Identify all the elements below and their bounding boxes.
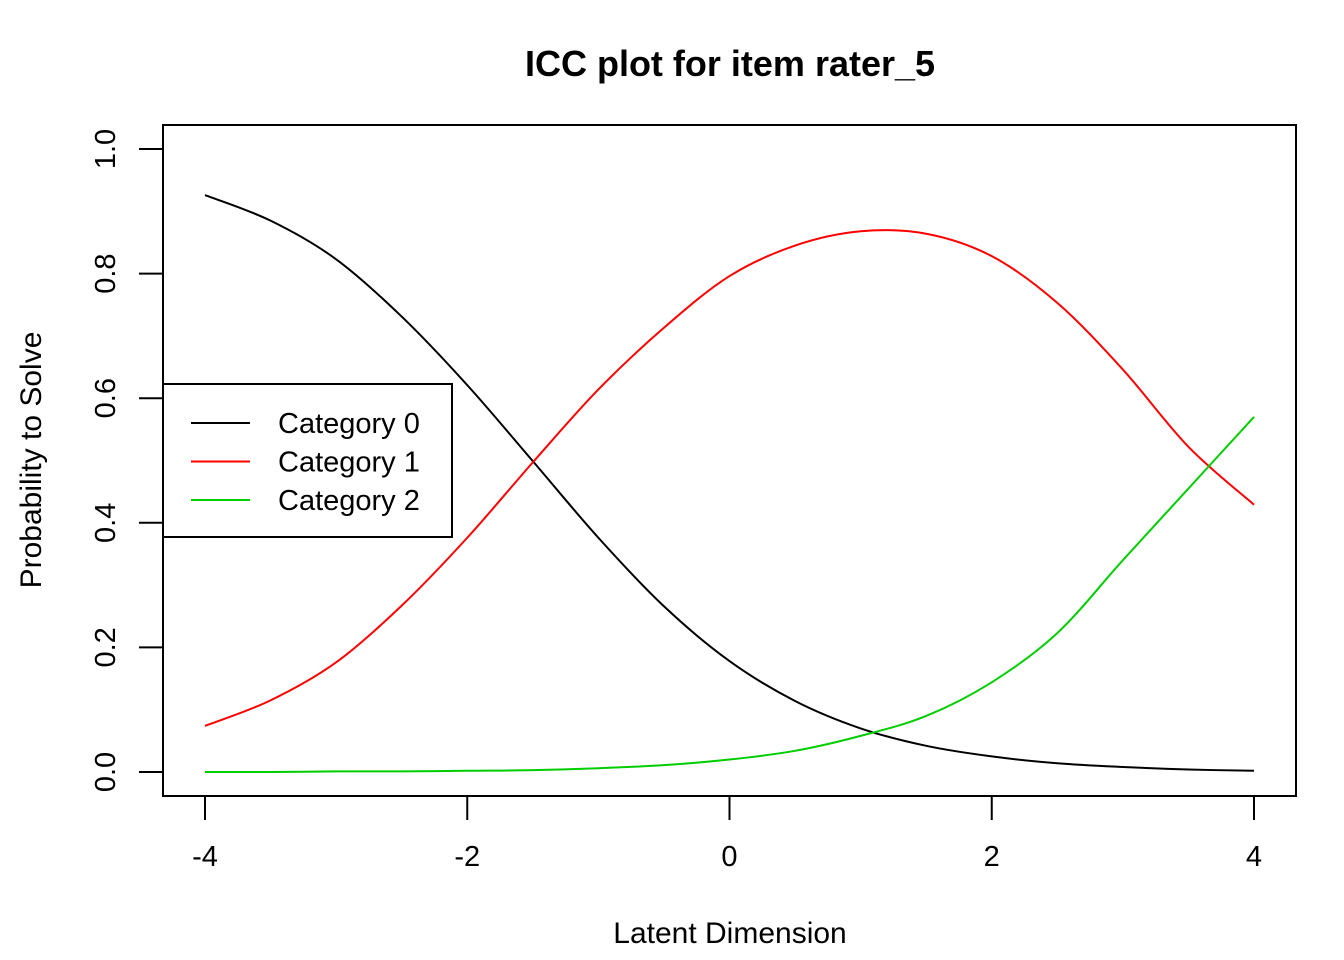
x-axis: -4 -2 0 2 4: [192, 795, 1262, 873]
legend-label-category-1: Category 1: [278, 447, 420, 479]
legend-label-category-0: Category 0: [278, 408, 420, 440]
x-axis-label: Latent Dimension: [613, 917, 846, 950]
series-layer: [204, 194, 1255, 774]
x-tick-label: 2: [984, 841, 1000, 873]
series-line-category-1: [204, 229, 1255, 727]
y-axis: 0.0 0.2 0.4 0.6 0.8 1.0: [90, 129, 164, 792]
y-tick-label: 0.0: [90, 752, 122, 792]
y-tick-label: 0.8: [90, 253, 122, 293]
series-line-category-2: [204, 416, 1255, 774]
y-tick-label: 0.4: [90, 503, 122, 543]
y-tick-label: 0.2: [90, 627, 122, 667]
y-axis-label: Probability to Solve: [15, 332, 48, 589]
x-tick-label: 4: [1246, 841, 1262, 873]
x-tick-label: 0: [721, 841, 737, 873]
series-line-category-0: [204, 194, 1255, 772]
y-tick-label: 0.6: [90, 378, 122, 418]
x-tick-label: -2: [454, 841, 480, 873]
y-tick-label: 1.0: [90, 129, 122, 169]
x-tick-label: -4: [192, 841, 218, 873]
legend-label-category-2: Category 2: [278, 485, 420, 517]
legend: Category 0 Category 1 Category 2: [162, 383, 453, 538]
chart-title: ICC plot for item rater_5: [525, 43, 935, 84]
